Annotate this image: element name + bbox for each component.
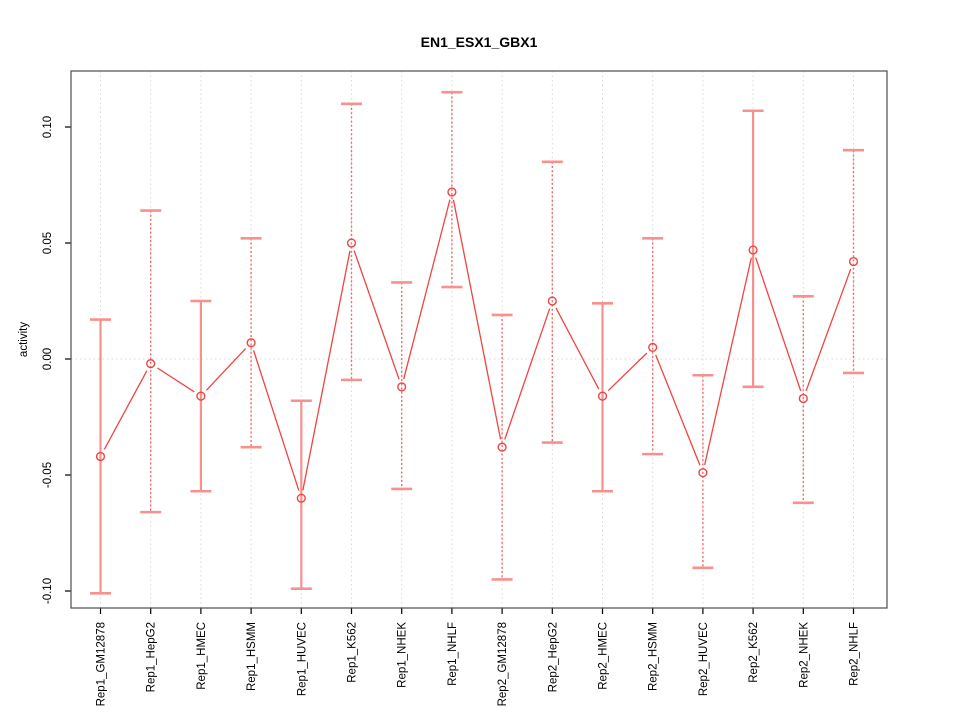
x-tick-label: Rep2_HMEC	[598, 622, 610, 690]
data-series	[95, 187, 859, 503]
series-segment	[655, 354, 701, 466]
axes: 0.10 0.05 0.00 -0.05 -0.10 Rep1_GM12878 Rep1_H…	[42, 116, 861, 707]
x-tick-label: Rep1_GM12878	[96, 622, 108, 706]
series-segment	[252, 350, 300, 491]
x-tick-label: Rep1_K562	[347, 622, 359, 683]
data-point-marker	[346, 238, 357, 248]
x-tick-label: Rep2_HSMM	[648, 622, 660, 691]
y-axis-label: activity	[18, 322, 30, 357]
data-point-marker	[397, 382, 407, 392]
series-segment	[704, 257, 752, 466]
error-bar	[341, 102, 362, 382]
error-bar	[742, 109, 764, 389]
error-bar	[642, 237, 664, 456]
data-point-marker	[798, 393, 808, 404]
error-bar	[491, 313, 513, 581]
y-tick-label: -0.10	[42, 578, 54, 604]
series-segment	[452, 199, 502, 440]
plot-frame	[70, 70, 888, 609]
series-segment	[755, 257, 802, 392]
data-point-marker	[196, 391, 206, 401]
data-point-marker	[296, 493, 306, 503]
x-tick-label: Rep2_HUVEC	[698, 622, 710, 696]
error-bar	[240, 237, 262, 449]
gridlines	[71, 71, 887, 608]
x-tick-label: Rep2_HepG2	[547, 622, 559, 692]
data-point-marker	[547, 296, 557, 306]
data-point-marker	[648, 342, 658, 353]
series-segment	[103, 370, 148, 450]
error-bar	[90, 318, 111, 595]
series-segment	[157, 367, 195, 393]
y-tick-label: -0.05	[42, 462, 54, 488]
data-point-marker	[146, 359, 156, 369]
error-bar	[843, 148, 864, 375]
x-tick-label: Rep1_HUVEC	[296, 622, 308, 696]
error-bar	[441, 90, 463, 289]
series-segment	[805, 268, 852, 392]
error-bar	[190, 299, 212, 493]
x-tick-label: Rep1_HepG2	[146, 622, 158, 692]
y-tick-label: 0.00	[42, 348, 54, 370]
x-tick-label: Rep1_HMEC	[196, 622, 208, 690]
data-point-marker	[698, 468, 708, 478]
data-point-marker	[447, 187, 457, 197]
series-segment	[302, 250, 351, 491]
error-bar	[541, 160, 563, 444]
error-bars	[90, 90, 864, 595]
x-tick-label: Rep2_GM12878	[497, 622, 509, 706]
error-bar	[692, 373, 714, 570]
y-tick-label: 0.05	[42, 232, 54, 254]
data-point-marker	[597, 391, 608, 401]
series-segment	[205, 348, 247, 391]
error-bar	[792, 295, 814, 505]
data-point-marker	[748, 245, 758, 255]
series-segment	[353, 250, 400, 380]
data-point-marker	[95, 451, 106, 462]
error-bar	[391, 281, 413, 491]
x-tick-label: Rep2_NHLF	[849, 622, 861, 686]
x-tick-label: Rep1_NHLF	[447, 622, 459, 686]
x-tick-label: Rep2_NHEK	[798, 622, 810, 688]
x-tick-label: Rep1_HSMM	[246, 622, 258, 691]
y-tick-label: 0.10	[42, 116, 54, 138]
data-point-marker	[246, 338, 256, 348]
series-segment	[504, 308, 551, 440]
series-segment	[403, 199, 451, 380]
data-point-marker	[497, 442, 507, 452]
data-point-marker	[848, 256, 859, 267]
x-tick-label: Rep2_K562	[748, 622, 760, 683]
series-segment	[607, 352, 648, 392]
chart-title: EN1_ESX1_GBX1	[421, 34, 538, 50]
error-bar	[140, 209, 162, 514]
x-tick-label: Rep1_NHEK	[397, 622, 409, 688]
series-segment	[555, 307, 600, 390]
error-bar	[592, 302, 613, 493]
